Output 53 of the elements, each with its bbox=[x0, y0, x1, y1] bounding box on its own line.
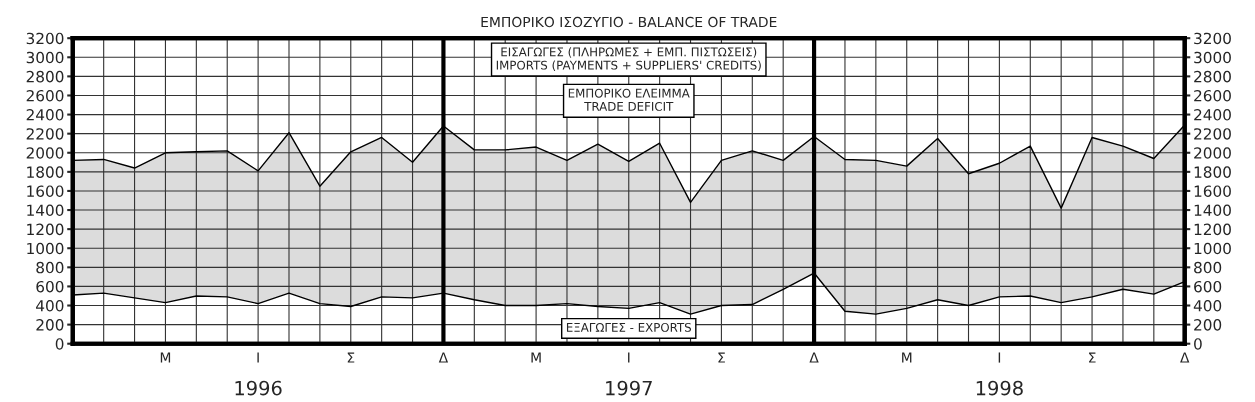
y2-tick-label: 1400 bbox=[1194, 204, 1231, 217]
y-tick-label: 2800 bbox=[26, 70, 64, 83]
y2-tick-label: 400 bbox=[1193, 299, 1222, 312]
y2-tick-label: 1200 bbox=[1194, 223, 1231, 236]
text: 1998 bbox=[976, 380, 1023, 396]
x-tick-label: Δ bbox=[809, 352, 819, 363]
chart-title: ΕΜΠΟΡΙΚΟ ΙΣΟΖΥΓΙΟ - BALANCE OF TRADE bbox=[481, 16, 777, 28]
y-tick-label: 0 bbox=[55, 338, 64, 350]
x-tick-label: Σ bbox=[347, 352, 355, 363]
y-tick-label: 3200 bbox=[26, 32, 64, 45]
y2-tick-label: 3000 bbox=[1194, 51, 1231, 64]
x-tick-label: Σ bbox=[718, 352, 725, 363]
y-tick-label: 1400 bbox=[27, 204, 64, 217]
text: 1996 bbox=[235, 380, 282, 396]
x-tick-label: Ι bbox=[998, 352, 1001, 363]
y-tick-label: 1200 bbox=[27, 223, 64, 236]
annotation: ΕΞΑΓΩΓΕΣ - EXPORTS bbox=[566, 322, 692, 332]
y2-tick-label: 1800 bbox=[1194, 166, 1231, 178]
y2-tick-label: 1000 bbox=[1194, 242, 1231, 255]
y-tick-label: 2200 bbox=[26, 128, 64, 140]
x-tick-label: Μ bbox=[160, 352, 171, 363]
text: 1997 bbox=[606, 380, 652, 396]
y2-tick-label: 0 bbox=[1194, 338, 1202, 350]
y2-tick-label: 2800 bbox=[1194, 70, 1231, 83]
y2-tick-label: 600 bbox=[1194, 280, 1222, 293]
x-tick-label: Ι bbox=[628, 352, 630, 363]
y-tick-label: 200 bbox=[36, 319, 64, 331]
y2-tick-label: 200 bbox=[1194, 319, 1222, 331]
y-tick-label: 2400 bbox=[26, 109, 64, 121]
y2-tick-label: 2400 bbox=[1194, 109, 1231, 121]
y2-tick-label: 2000 bbox=[1194, 147, 1231, 159]
y-tick-label: 2000 bbox=[26, 147, 64, 159]
y2-tick-label: 800 bbox=[1194, 261, 1222, 274]
y-tick-label: 800 bbox=[36, 261, 64, 274]
y-tick-label: 600 bbox=[36, 280, 64, 293]
annotation: ΕΙΣΑΓΩΓΕΣ (ΠΛΗΡΩΜΕΣ + ΕΜΠ. ΠΙΣΤΩΣΕΙΣ) IMPORTS (PAYMENTS + SUPPLIERS' CREDITS) bbox=[496, 47, 761, 71]
y2-tick-label: 3200 bbox=[1194, 32, 1231, 45]
y-tick-label: 1800 bbox=[27, 166, 64, 178]
y-tick-label: 2600 bbox=[26, 89, 64, 102]
x-tick-label: Ι bbox=[257, 352, 259, 363]
y2-tick-label: 2600 bbox=[1194, 89, 1231, 102]
y2-tick-label: 1600 bbox=[1194, 185, 1231, 197]
x-tick-label: Δ bbox=[1180, 352, 1190, 363]
annotation: ΕΜΠΟΡΙΚΟ ΕΛΕΙΜΜΑ TRADE DEFICIT bbox=[568, 88, 690, 111]
x-tick-label: Μ bbox=[531, 352, 541, 363]
y-tick-label: 1000 bbox=[27, 242, 64, 255]
x-tick-label: Μ bbox=[902, 352, 912, 363]
y-tick-label: 1600 bbox=[27, 185, 64, 197]
y2-tick-label: 2200 bbox=[1194, 128, 1231, 140]
x-tick-label: Σ bbox=[1089, 352, 1096, 363]
y-tick-label: 3000 bbox=[26, 51, 64, 64]
y-tick-label: 400 bbox=[36, 299, 64, 312]
x-tick-label: Δ bbox=[438, 352, 449, 363]
